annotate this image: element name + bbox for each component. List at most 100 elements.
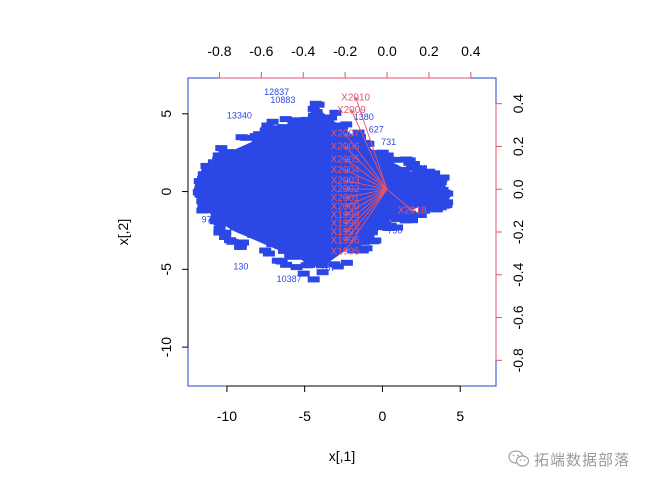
observation-point (199, 197, 212, 203)
variable-label: X2007 (331, 129, 360, 140)
observation-point (312, 130, 325, 137)
top-tick-label: 0.4 (461, 43, 481, 59)
top-tick-label: -0.4 (291, 43, 315, 59)
variable-arrow (345, 188, 388, 251)
observation-point (310, 182, 323, 189)
observation-point (300, 154, 313, 161)
observation-point (316, 269, 329, 276)
x-tick-label: -5 (298, 408, 311, 424)
observation-point (381, 171, 394, 178)
observation-point (215, 145, 228, 152)
observation-point (317, 152, 330, 159)
observation-point (217, 162, 230, 169)
observation-point (219, 234, 232, 240)
x-axis-top: -0.8 -0.6 -0.4 -0.2 0.0 0.2 0.4 (207, 43, 481, 79)
observation-point (352, 169, 365, 175)
observation-point (261, 122, 274, 129)
observation-point (197, 171, 210, 178)
observation-point (218, 196, 231, 203)
observation-point (273, 209, 286, 216)
observation-point (218, 149, 231, 156)
variable-arrow (345, 188, 388, 215)
observation-point (195, 192, 208, 198)
observation-point (302, 130, 315, 137)
observation-point (307, 236, 320, 243)
observation-point (250, 172, 263, 179)
observation-point (271, 142, 284, 149)
watermark: 拓端数据部落 (508, 444, 640, 474)
y-tick-label: 0 (158, 187, 174, 195)
variable-arrow (345, 159, 388, 190)
observation-point (302, 189, 315, 196)
observation-point (241, 154, 254, 161)
observation-point (308, 185, 321, 192)
observation-point (216, 205, 229, 212)
top-tick-label: 0.2 (419, 43, 439, 59)
observation-point (327, 224, 340, 231)
observation-label: 130 (233, 261, 248, 271)
variable-arrow (345, 188, 388, 198)
x-axis-label: x[,1] (329, 448, 355, 464)
observation-point (261, 126, 273, 133)
x-tick-label: 5 (456, 408, 464, 424)
observation-point (350, 222, 363, 229)
observation-point (282, 203, 295, 210)
observation-point (254, 155, 267, 162)
observation-point (305, 146, 318, 153)
observation-label: 10883 (270, 95, 295, 105)
observation-point (327, 180, 340, 187)
observation-point (392, 200, 405, 207)
variable-arrow (356, 97, 388, 190)
observation-point (303, 180, 316, 186)
observation-point (280, 261, 293, 268)
observation-point (374, 205, 387, 212)
observation-label: 13340 (227, 110, 252, 120)
observation-point (238, 170, 251, 177)
observation-point (413, 182, 426, 189)
variable-arrow (345, 146, 388, 190)
observation-point (324, 184, 337, 190)
observation-point (261, 190, 274, 197)
observation-point (310, 199, 323, 206)
observation-point (323, 235, 336, 242)
observation-point (345, 240, 358, 247)
observation-point (261, 147, 274, 154)
observation-point (395, 171, 408, 178)
variable-label: X2009 (337, 105, 366, 116)
variable-label: X1998 (331, 218, 360, 229)
observation-point (262, 250, 275, 257)
observation-point (339, 197, 352, 204)
observation-point (292, 226, 305, 232)
observation-point (329, 109, 342, 116)
observation-point (235, 158, 248, 165)
observation-point (430, 195, 443, 202)
observation-label: 731 (381, 137, 396, 147)
observation-point (319, 143, 332, 150)
observation-label: 898 (219, 149, 234, 159)
observation-point (284, 137, 297, 143)
observation-point (378, 213, 391, 220)
observation-point (205, 199, 218, 206)
observation-point (231, 177, 244, 184)
observation-point (280, 130, 293, 137)
observation-point (279, 116, 292, 123)
observation-point (348, 236, 360, 242)
observation-label: 790 (387, 226, 402, 236)
observation-point (297, 234, 310, 241)
variable-arrow (351, 110, 388, 190)
observation-point (227, 200, 239, 207)
observation-point (251, 220, 264, 227)
observation-point (362, 233, 375, 240)
observation-point (249, 133, 262, 139)
variable-label: X2005 (331, 154, 360, 165)
observation-point (334, 236, 347, 243)
observation-point (266, 236, 278, 243)
observation-point (336, 175, 349, 181)
observation-point (231, 187, 244, 194)
observation-label: 151 (412, 163, 427, 173)
observation-point (353, 162, 366, 169)
observation-point (250, 147, 263, 154)
variable-label: X1996 (331, 236, 360, 247)
